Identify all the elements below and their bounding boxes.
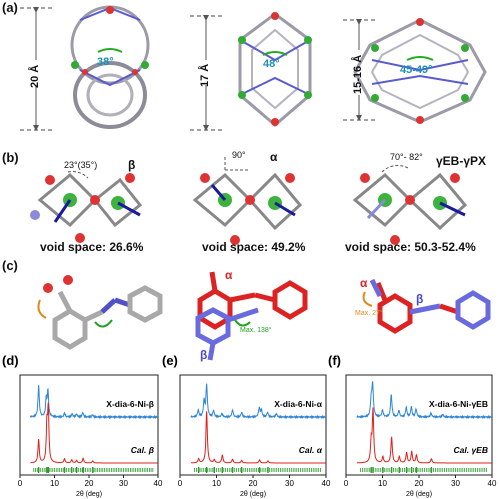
panel-b-structures [30,155,468,245]
panel-label-f: (f) [328,353,341,368]
cage-height-gamma: 15-16 Å [352,54,364,94]
pattern-trace-d-1 [30,402,158,464]
x-axis-label-f: 2θ (deg) [406,491,432,498]
coord-angle-alpha: 90° [232,150,246,160]
cage-angle-alpha: 48° [263,58,280,70]
panel-b-label: (b) [2,150,19,165]
x-tick-label-f: 10 [378,479,387,488]
ligand-alpha-beta-overlay [195,271,308,361]
x-tick-label-f: 20 [415,479,424,488]
beta-marker-right: β [416,292,424,306]
pattern-label-d-0: X-dia-6-Ni-β [106,399,154,409]
coord-angle-beta: 23°(35°) [64,160,98,170]
cage-structure-alpha [190,12,312,131]
pattern-trace-f-1 [356,407,492,464]
x-tick-label-e: 30 [285,479,294,488]
phase-label-gamma: γEB-γPX [436,154,487,168]
alpha-marker-middle: α [225,268,233,282]
x-tick-label-e: 40 [322,479,331,488]
phase-label-beta: β [128,158,136,172]
alpha-marker-right: α [360,276,368,290]
x-tick-label-e: 10 [212,479,221,488]
x-tick-label-e: 20 [249,479,258,488]
ligand-gamma-overlay [362,278,491,334]
x-tick-label-d: 10 [50,479,59,488]
x-axis-label-d: 2θ (deg) [76,491,102,498]
pxrd-charts: (d) X-dia-6-Ni-β Cal. β 0 10 20 30 40 2θ (deg) (e… [2,353,497,498]
panel-a-label: (a) [2,0,18,15]
ligand-free [37,275,163,350]
pattern-label-e-1: Cal. α [299,445,323,455]
cage-angle-gamma: 45-49° [400,64,433,76]
pattern-trace-d-0 [29,385,159,420]
x-tick-label-f: 40 [488,479,497,488]
pattern-trace-e-1 [190,411,326,464]
coordination-beta [30,171,143,243]
pattern-trace-e-0 [190,383,327,420]
panel-label-e: (e) [162,353,178,368]
coordination-alpha [192,155,303,245]
pattern-label-e-0: X-dia-6-Ni-α [274,399,323,409]
panel-c-structures [37,271,491,361]
pattern-label-f-0: X-dia-6-Ni-γEB [429,399,488,409]
x-tick-label-d: 20 [85,479,94,488]
phase-label-alpha: α [270,150,278,164]
cage-structure-beta [20,5,150,131]
chart-frame-e [179,374,327,476]
x-axis-label-e: 2θ (deg) [240,491,266,498]
cage-structure-gamma [343,18,487,124]
coordination-gamma [352,164,468,245]
x-tick-label-f: 0 [344,479,349,488]
cage-height-alpha: 17 Å [199,63,211,87]
pattern-label-f-1: Cal. γEB [454,445,489,455]
void-space-alpha: void space: 49.2% [202,240,306,254]
void-space-gamma: void space: 50.3-52.4% [345,240,476,254]
coord-angle-gamma: 70°- 82° [390,152,423,162]
cage-angle-beta: 38° [97,56,114,68]
beta-marker-middle: β [200,348,208,362]
pattern-label-d-1: Cal. β [131,445,154,455]
x-tick-label-d: 40 [154,479,163,488]
pattern-trace-f-0 [356,381,493,420]
panel-a-structures [20,5,487,131]
x-tick-label-d: 0 [18,479,23,488]
x-tick-label-e: 0 [178,479,183,488]
panel-label-d: (d) [2,353,19,368]
panel-c-label: (c) [2,258,18,273]
cage-height-beta: 20 Å [29,64,41,88]
x-tick-label-d: 30 [119,479,128,488]
void-space-beta: void space: 26.6% [40,240,144,254]
max-rotation-gamma: Max. 27° [355,310,383,317]
max-rotation-alpha: Max. 138° [240,327,272,334]
x-tick-label-f: 30 [451,479,460,488]
